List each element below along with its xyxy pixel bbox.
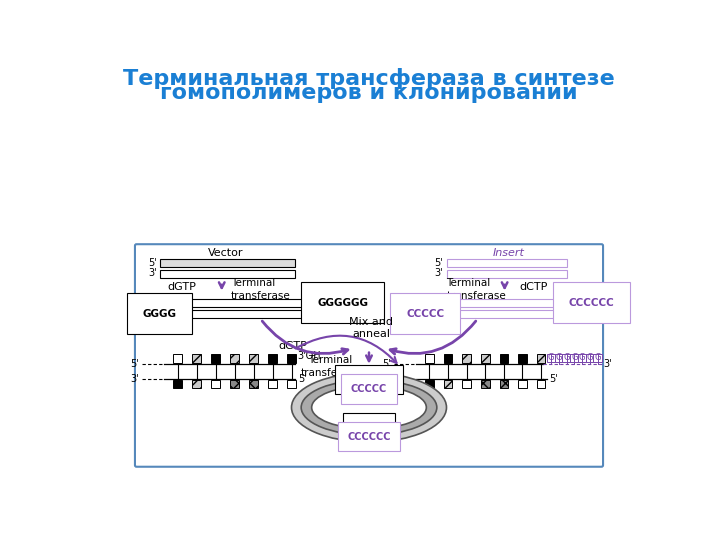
Bar xyxy=(462,354,471,363)
Bar xyxy=(287,354,296,363)
Text: Vector: Vector xyxy=(208,248,243,259)
Bar xyxy=(174,354,182,363)
Text: 3': 3' xyxy=(435,268,444,279)
Bar xyxy=(547,354,555,362)
Text: CCCCCC: CCCCCC xyxy=(569,298,615,308)
Text: Insert: Insert xyxy=(492,248,524,259)
Text: гомополимеров и клонировании: гомополимеров и клонировании xyxy=(160,83,578,103)
Bar xyxy=(570,354,579,362)
Text: 5': 5' xyxy=(435,258,444,268)
Text: Терминальная трансфераза в синтезе: Терминальная трансфераза в синтезе xyxy=(123,68,615,89)
Text: dGTP: dGTP xyxy=(279,341,307,351)
Text: G: G xyxy=(556,353,562,362)
Text: G: G xyxy=(563,353,570,362)
Bar xyxy=(518,380,527,388)
Text: G: G xyxy=(587,353,593,362)
Bar xyxy=(160,269,295,278)
Text: dCTP: dCTP xyxy=(519,281,547,292)
Text: GGGGGG: GGGGGG xyxy=(317,298,368,308)
Bar xyxy=(426,354,433,363)
Text: CCCCC: CCCCC xyxy=(351,384,387,394)
Text: CCCCCC: CCCCCC xyxy=(347,431,391,442)
Text: G: G xyxy=(579,353,585,362)
Text: Terminal
transferase: Terminal transferase xyxy=(231,279,291,301)
Text: Mix and
anneal: Mix and anneal xyxy=(349,317,393,339)
Bar xyxy=(578,354,586,362)
Text: GGGG: GGGG xyxy=(353,422,385,433)
Bar xyxy=(593,354,602,362)
Text: G: G xyxy=(595,353,601,362)
Text: GGGG: GGGG xyxy=(143,308,177,319)
Bar xyxy=(444,380,452,388)
Text: G: G xyxy=(571,353,577,362)
Text: Terminal
transferase: Terminal transferase xyxy=(446,279,506,301)
Bar xyxy=(481,354,490,363)
Bar xyxy=(249,354,258,363)
Bar xyxy=(518,354,527,363)
Bar xyxy=(230,380,239,388)
Ellipse shape xyxy=(292,373,446,442)
Text: G: G xyxy=(548,353,554,362)
Bar xyxy=(537,380,545,388)
Ellipse shape xyxy=(312,386,426,429)
Bar xyxy=(444,354,452,363)
Text: 5': 5' xyxy=(148,258,157,268)
Bar xyxy=(446,309,567,318)
Bar xyxy=(192,380,201,388)
Text: 5': 5' xyxy=(299,374,307,384)
Bar xyxy=(211,354,220,363)
Bar xyxy=(174,380,182,388)
Bar xyxy=(160,259,295,267)
Text: 5': 5' xyxy=(130,359,139,369)
Text: 3': 3' xyxy=(148,268,157,279)
Bar xyxy=(269,354,276,363)
Bar xyxy=(426,380,433,388)
Text: 5': 5' xyxy=(382,359,391,369)
Bar xyxy=(446,259,567,267)
Text: 3': 3' xyxy=(603,359,612,369)
Bar xyxy=(446,299,567,307)
Text: 3'OH: 3'OH xyxy=(297,351,320,361)
Bar xyxy=(287,380,296,388)
Bar xyxy=(179,309,315,318)
Text: dGTP: dGTP xyxy=(168,281,197,292)
Text: CCCCC: CCCCC xyxy=(406,308,444,319)
FancyBboxPatch shape xyxy=(135,244,603,467)
Bar xyxy=(446,269,567,278)
Text: GGGGGG: GGGGGG xyxy=(345,375,393,384)
Bar xyxy=(230,354,239,363)
Text: 5': 5' xyxy=(549,374,557,384)
Bar xyxy=(462,380,471,388)
Bar xyxy=(179,299,315,307)
Bar xyxy=(554,354,563,362)
Bar xyxy=(500,354,508,363)
Text: Terminal
transferase: Terminal transferase xyxy=(300,355,360,378)
Text: 3': 3' xyxy=(382,374,391,384)
Bar xyxy=(269,380,276,388)
Ellipse shape xyxy=(301,380,437,435)
Bar xyxy=(211,380,220,388)
Bar xyxy=(249,380,258,388)
Bar xyxy=(562,354,571,362)
Bar xyxy=(585,354,594,362)
Bar xyxy=(481,380,490,388)
Text: 3': 3' xyxy=(130,374,139,384)
Bar xyxy=(192,354,201,363)
Bar xyxy=(537,354,545,363)
Bar xyxy=(500,380,508,388)
